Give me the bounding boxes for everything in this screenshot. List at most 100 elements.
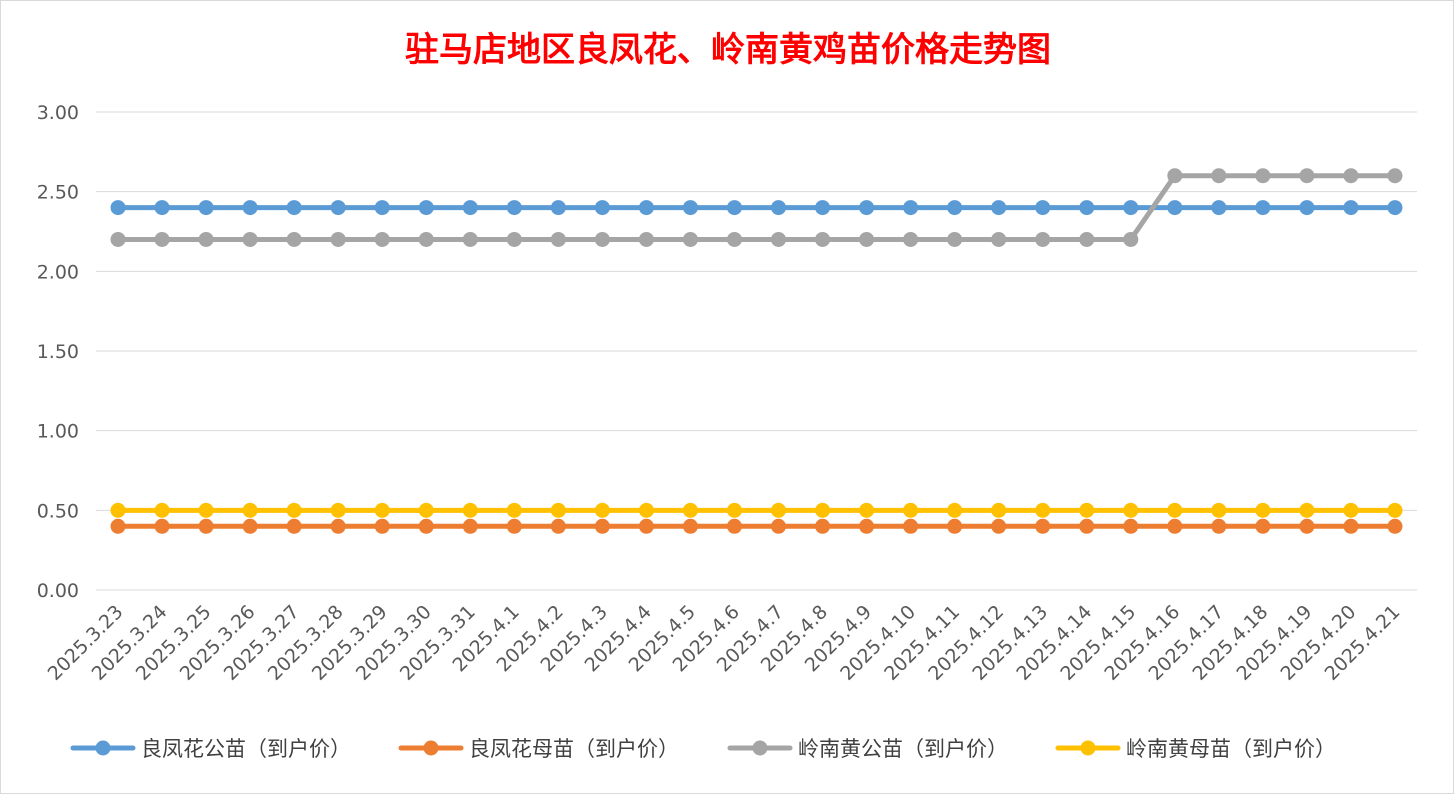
data-point xyxy=(859,518,875,534)
data-point xyxy=(418,502,434,518)
data-point xyxy=(198,502,214,518)
data-point xyxy=(1211,518,1227,534)
data-point xyxy=(1035,231,1051,247)
data-point xyxy=(771,231,787,247)
x-axis: 2025.3.232025.3.242025.3.252025.3.262025… xyxy=(44,601,1405,685)
data-point xyxy=(330,231,346,247)
data-point xyxy=(550,200,566,216)
data-point xyxy=(198,518,214,534)
data-point xyxy=(154,502,170,518)
data-point xyxy=(374,518,390,534)
data-point xyxy=(1211,502,1227,518)
legend-item: 岭南黄公苗（到户价） xyxy=(727,737,1008,761)
data-point xyxy=(242,200,258,216)
data-point xyxy=(1035,502,1051,518)
legend-swatch-marker xyxy=(423,740,439,756)
data-point xyxy=(991,518,1007,534)
data-point xyxy=(594,518,610,534)
data-point xyxy=(374,200,390,216)
data-point xyxy=(1299,502,1315,518)
legend-item: 良凤花公苗（到户价） xyxy=(70,737,351,761)
data-point xyxy=(1255,168,1271,184)
data-point xyxy=(947,502,963,518)
data-point xyxy=(550,502,566,518)
data-point xyxy=(1387,168,1403,184)
data-point xyxy=(991,200,1007,216)
data-point xyxy=(903,231,919,247)
data-point xyxy=(1035,200,1051,216)
y-tick-label: 1.50 xyxy=(37,341,79,363)
data-point xyxy=(771,518,787,534)
data-point xyxy=(638,502,654,518)
y-tick-label: 0.00 xyxy=(37,580,79,602)
data-point xyxy=(1123,231,1139,247)
chart-title: 驻马店地区良凤花、岭南黄鸡苗价格走势图 xyxy=(405,30,1051,70)
data-point xyxy=(110,200,126,216)
series-2 xyxy=(110,518,1403,534)
data-point xyxy=(903,518,919,534)
series-group xyxy=(110,168,1403,534)
data-point xyxy=(1079,518,1095,534)
series-3 xyxy=(110,168,1403,247)
data-point xyxy=(198,231,214,247)
data-point xyxy=(726,231,742,247)
legend-item: 良凤花母苗（到户价） xyxy=(398,737,679,761)
y-tick-label: 2.00 xyxy=(37,261,79,283)
data-point xyxy=(418,518,434,534)
data-point xyxy=(550,518,566,534)
data-point xyxy=(418,200,434,216)
data-point xyxy=(1167,168,1183,184)
data-point xyxy=(506,231,522,247)
data-point xyxy=(1167,200,1183,216)
data-point xyxy=(1123,518,1139,534)
data-point xyxy=(110,502,126,518)
data-point xyxy=(1343,168,1359,184)
data-point xyxy=(594,231,610,247)
data-point xyxy=(1255,200,1271,216)
legend-swatch-marker xyxy=(752,740,768,756)
data-point xyxy=(154,518,170,534)
data-point xyxy=(1343,518,1359,534)
data-point xyxy=(991,231,1007,247)
y-tick-label: 3.00 xyxy=(37,102,79,124)
data-point xyxy=(506,518,522,534)
data-point xyxy=(682,200,698,216)
data-point xyxy=(1299,200,1315,216)
data-point xyxy=(638,518,654,534)
data-point xyxy=(1211,168,1227,184)
data-point xyxy=(947,231,963,247)
data-point xyxy=(726,502,742,518)
data-point xyxy=(638,200,654,216)
data-point xyxy=(286,200,302,216)
data-point xyxy=(903,200,919,216)
data-point xyxy=(418,231,434,247)
legend-item: 岭南黄母苗（到户价） xyxy=(1055,737,1336,761)
data-point xyxy=(815,200,831,216)
data-point xyxy=(1123,502,1139,518)
y-tick-label: 1.00 xyxy=(37,421,79,443)
data-point xyxy=(1387,502,1403,518)
data-point xyxy=(1035,518,1051,534)
data-point xyxy=(1079,231,1095,247)
data-point xyxy=(374,231,390,247)
data-point xyxy=(550,231,566,247)
data-point xyxy=(330,518,346,534)
data-point xyxy=(771,502,787,518)
data-point xyxy=(594,200,610,216)
data-point xyxy=(1211,200,1227,216)
data-point xyxy=(815,231,831,247)
data-point xyxy=(815,518,831,534)
series-4 xyxy=(110,502,1403,518)
legend-label: 岭南黄母苗（到户价） xyxy=(1126,737,1336,761)
legend-label: 良凤花公苗（到户价） xyxy=(141,737,351,761)
data-point xyxy=(1123,200,1139,216)
data-point xyxy=(462,200,478,216)
data-point xyxy=(771,200,787,216)
data-point xyxy=(1387,200,1403,216)
data-point xyxy=(1299,518,1315,534)
data-point xyxy=(947,200,963,216)
data-point xyxy=(242,518,258,534)
data-point xyxy=(1387,518,1403,534)
